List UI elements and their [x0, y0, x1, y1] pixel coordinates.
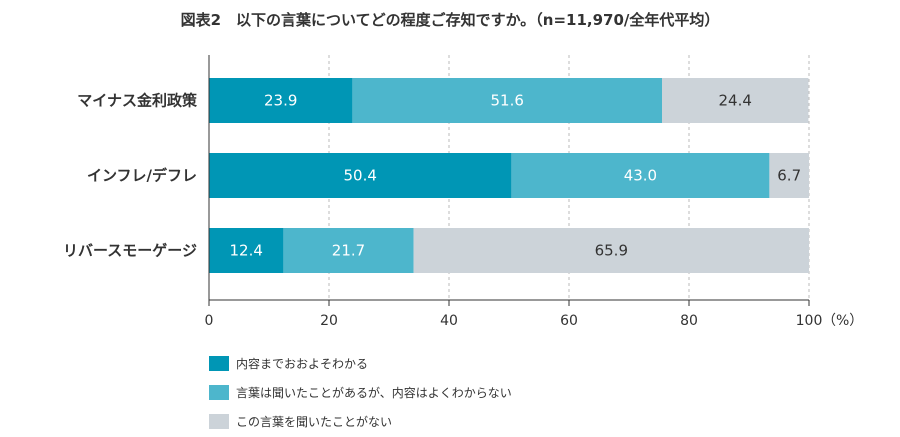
data-label: 21.7: [332, 242, 365, 260]
x-tick-label: 60: [560, 313, 578, 329]
legend-swatch: [209, 356, 229, 371]
data-label: 6.7: [777, 167, 801, 185]
bar-segment: [209, 153, 512, 198]
x-tick-label: 20: [320, 313, 338, 329]
x-tick-label: 40: [440, 313, 458, 329]
category-label: マイナス金利政策: [77, 92, 198, 110]
data-label: 50.4: [343, 167, 376, 185]
bar-segment: [769, 153, 809, 198]
x-tick-label: 100: [796, 313, 823, 329]
bar-segment: [413, 228, 809, 273]
data-label: 65.9: [595, 242, 628, 260]
data-label: 51.6: [490, 92, 523, 110]
bar-segment: [209, 228, 284, 273]
data-label: 12.4: [229, 242, 262, 260]
bar-segment: [662, 78, 809, 123]
legend-label: この言葉を聞いたことがない: [236, 414, 392, 429]
legend-swatch: [209, 385, 229, 400]
legend-swatch: [209, 414, 229, 429]
bar-segment: [283, 228, 414, 273]
legend-label: 内容までおおよそわかる: [236, 356, 368, 371]
data-label: 24.4: [718, 92, 751, 110]
bar-segment: [352, 78, 662, 123]
category-label: リバースモーゲージ: [63, 242, 197, 260]
x-tick-label: 0: [205, 313, 214, 329]
data-label: 23.9: [264, 92, 297, 110]
bar-segment: [209, 78, 353, 123]
legend-label: 言葉は聞いたことがあるが、内容はよくわからない: [236, 385, 512, 400]
data-label: 43.0: [624, 167, 657, 185]
x-axis-unit: （%）: [822, 313, 863, 329]
x-tick-label: 80: [680, 313, 698, 329]
category-label: インフレ/デフレ: [87, 167, 197, 185]
chart-title: 図表2 以下の言葉についてどの程度ご存知ですか。（n=11,970/全年代平均）: [181, 11, 720, 29]
bar-segment: [511, 153, 770, 198]
